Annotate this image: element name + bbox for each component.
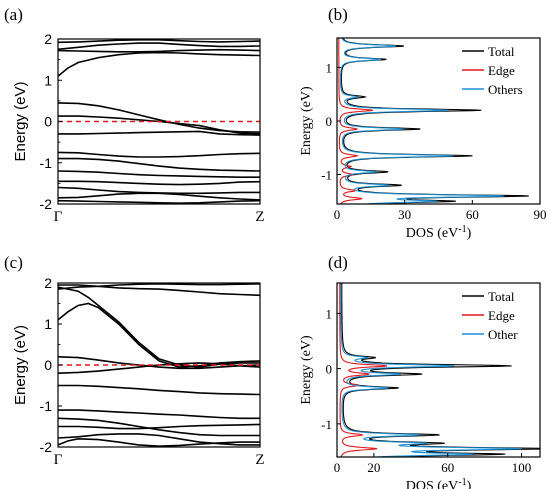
y-tick-label: 1: [44, 316, 52, 332]
plot-frame: [336, 282, 541, 458]
band-line-8: [58, 417, 260, 437]
y-tick-label: -1: [40, 398, 53, 414]
y-tick-label: -1: [40, 155, 53, 171]
band-line-11: [58, 437, 260, 447]
x-tick-label: 60: [441, 460, 454, 475]
band-structure: [58, 283, 260, 447]
x-tick-label-z: Z: [255, 209, 264, 225]
band-line-0: [58, 48, 260, 53]
y-axis-label: Energy (eV): [299, 86, 314, 156]
band-line-10: [58, 433, 260, 446]
panel-label: (a): [4, 5, 23, 24]
band-line-3: [58, 286, 260, 368]
y-tick-label: -2: [40, 196, 53, 212]
x-tick-label: 90: [534, 207, 547, 222]
x-tick-label: 30: [398, 207, 411, 222]
y-tick-label: -2: [40, 439, 53, 455]
band-line-9: [58, 423, 260, 430]
band-line-5: [58, 115, 260, 135]
band-line-8: [58, 157, 260, 172]
y-tick-label: 0: [326, 114, 333, 129]
x-tick-label: 0: [334, 460, 341, 475]
band-line-4: [58, 356, 260, 370]
y-tick-label: -1: [321, 417, 332, 432]
y-tick-label: 1: [326, 60, 333, 75]
x-tick-label: 60: [466, 207, 479, 222]
panel-label: (d): [328, 253, 348, 272]
legend-label-edge: Edge: [488, 308, 515, 323]
band-line-7: [58, 151, 260, 158]
legend-label-others: Others: [488, 82, 523, 97]
band-line-6: [58, 384, 260, 396]
panel-label: (b): [328, 5, 348, 24]
y-axis-label: Energy (eV): [299, 335, 314, 405]
legend-label-total: Total: [488, 289, 515, 304]
y-tick-label: 2: [44, 31, 52, 47]
panel-a: (a) 2 1 0 -1 -2Γ Z Energy (eV): [4, 5, 265, 225]
band-line-3: [58, 51, 260, 77]
y-tick-label: 0: [326, 362, 333, 377]
x-tick-label: 100: [512, 460, 532, 475]
dos-series-total: [340, 38, 529, 204]
dos-series-others: [340, 38, 505, 204]
legend-label-other: Other: [488, 327, 518, 342]
dos-series-other: [340, 283, 522, 457]
x-tick-label-gamma: Γ: [54, 452, 63, 468]
band-line-2: [58, 302, 260, 368]
band-line-11: [58, 186, 260, 195]
legend: Total Edge Other: [462, 289, 518, 342]
y-tick-label: 2: [44, 275, 52, 291]
dos-series-total: [341, 283, 540, 457]
y-tick-label: 1: [44, 72, 52, 88]
y-tick-label: 0: [44, 114, 52, 130]
dos-curves: [339, 283, 540, 457]
panel-label: (c): [4, 253, 23, 272]
y-tick-label: -1: [321, 168, 332, 183]
x-tick-label: 0: [334, 207, 341, 222]
band-line-7: [58, 409, 260, 420]
panel-d: (d) 0 20 60 100 1 0 -1 DOS (eV-1) Energy (eV) Tota…: [299, 253, 541, 489]
x-tick-label-gamma: Γ: [54, 209, 63, 225]
band-line-1: [58, 42, 260, 51]
band-line-13: [58, 199, 260, 204]
band-line-6: [58, 130, 260, 136]
band-line-4: [58, 102, 260, 133]
legend-label-edge: Edge: [488, 63, 515, 78]
band-line-1: [58, 283, 260, 290]
y-axis-label: Energy (eV): [12, 325, 29, 405]
dos-series-edge: [339, 283, 388, 457]
x-tick-label: 20: [367, 460, 380, 475]
y-axis-label: Energy (eV): [12, 81, 29, 161]
y-tick-label: 1: [326, 306, 333, 321]
panel-c: (c) 2 1 0 -1 -2Γ Z Energy (eV): [4, 253, 265, 468]
x-axis-label: DOS (eV-1): [406, 224, 472, 241]
x-tick-label-z: Z: [255, 452, 264, 468]
band-line-2: [58, 39, 260, 44]
legend-label-total: Total: [488, 44, 515, 59]
legend: Total Edge Others: [462, 44, 523, 97]
band-line-10: [58, 180, 260, 186]
x-axis-label: DOS (eV-1): [406, 477, 472, 489]
panel-b: (b) 0 30 60 90 1 0 -1 DOS (eV-1) Energy (eV) Total…: [299, 5, 547, 241]
band-line-12: [58, 192, 260, 201]
band-line-9: [58, 170, 260, 178]
y-tick-label: 0: [44, 357, 52, 373]
